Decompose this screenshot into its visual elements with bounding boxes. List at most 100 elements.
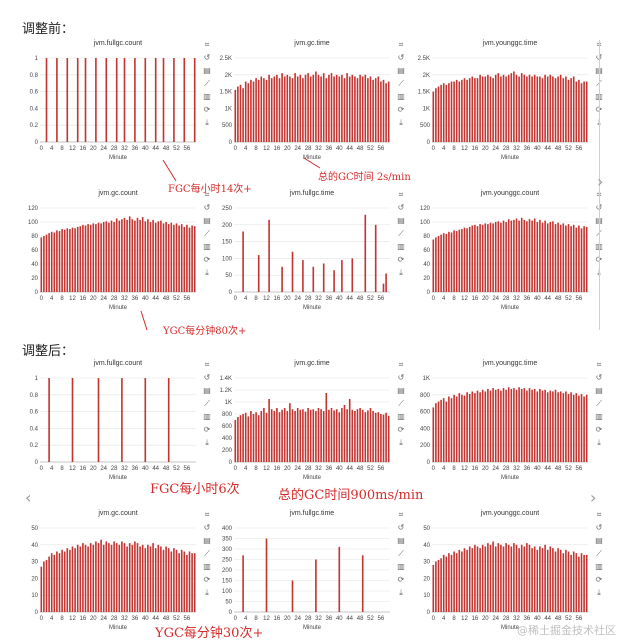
bar[interactable]: [144, 58, 147, 142]
bar[interactable]: [157, 544, 160, 612]
bar[interactable]: [484, 391, 487, 462]
bar[interactable]: [382, 283, 385, 292]
bar[interactable]: [507, 544, 510, 612]
bar[interactable]: [471, 225, 474, 293]
bar[interactable]: [239, 415, 242, 462]
bar[interactable]: [437, 86, 440, 142]
bar[interactable]: [165, 546, 167, 612]
bar[interactable]: [315, 71, 317, 142]
bar[interactable]: [193, 226, 196, 292]
bar[interactable]: [307, 408, 309, 462]
restore-icon[interactable]: ⟳: [594, 255, 604, 265]
bar[interactable]: [281, 73, 283, 142]
bar[interactable]: [123, 543, 126, 612]
bar[interactable]: [585, 81, 588, 142]
bar[interactable]: [567, 551, 570, 612]
bar[interactable]: [69, 229, 71, 292]
bar[interactable]: [552, 391, 554, 462]
bar[interactable]: [186, 554, 188, 612]
bar[interactable]: [134, 220, 136, 292]
bar[interactable]: [497, 221, 500, 292]
bar[interactable]: [162, 549, 165, 612]
bar[interactable]: [487, 543, 489, 612]
bar[interactable]: [317, 74, 320, 142]
bar[interactable]: [105, 58, 108, 142]
bar[interactable]: [572, 224, 575, 292]
bar[interactable]: [359, 74, 361, 142]
bar[interactable]: [338, 412, 341, 462]
bar[interactable]: [520, 217, 523, 292]
bar[interactable]: [312, 74, 315, 142]
bar[interactable]: [136, 217, 139, 292]
bar[interactable]: [520, 388, 523, 462]
bar[interactable]: [583, 226, 585, 292]
bar[interactable]: [505, 222, 507, 292]
bar[interactable]: [458, 393, 461, 462]
bar[interactable]: [463, 395, 466, 462]
bar[interactable]: [131, 219, 134, 292]
bar[interactable]: [528, 74, 531, 142]
bar[interactable]: [84, 544, 87, 612]
crop-reset-icon[interactable]: ↺: [203, 203, 211, 212]
bar-chart-icon[interactable]: ▥: [397, 412, 405, 421]
line-chart-icon[interactable]: ⟋: [398, 549, 404, 558]
bar[interactable]: [252, 414, 255, 462]
bar[interactable]: [281, 266, 283, 292]
bar[interactable]: [494, 222, 497, 292]
bar[interactable]: [154, 58, 157, 142]
bar[interactable]: [531, 76, 533, 142]
bar[interactable]: [494, 74, 497, 142]
bar[interactable]: [549, 546, 552, 612]
bar[interactable]: [304, 411, 307, 462]
bar[interactable]: [380, 81, 382, 142]
bar[interactable]: [302, 260, 304, 292]
bar[interactable]: [270, 78, 273, 142]
bar[interactable]: [121, 378, 123, 462]
bar[interactable]: [380, 414, 382, 462]
bar[interactable]: [502, 546, 505, 612]
bar[interactable]: [440, 234, 442, 292]
crop-reset-icon[interactable]: ↺: [203, 53, 211, 62]
bar[interactable]: [351, 258, 354, 292]
bar[interactable]: [523, 546, 526, 612]
bar[interactable]: [175, 549, 178, 612]
bar[interactable]: [291, 78, 294, 142]
bar[interactable]: [48, 556, 50, 612]
bar[interactable]: [510, 388, 513, 462]
restore-icon[interactable]: ⟳: [397, 575, 405, 584]
bar[interactable]: [440, 399, 442, 462]
bar[interactable]: [567, 79, 570, 142]
bar[interactable]: [487, 388, 489, 462]
bar[interactable]: [455, 231, 458, 292]
bar[interactable]: [435, 237, 437, 292]
bar[interactable]: [188, 227, 191, 292]
restore-icon[interactable]: ⟳: [203, 575, 211, 584]
bar[interactable]: [115, 58, 118, 142]
bar[interactable]: [97, 378, 100, 462]
bar[interactable]: [281, 409, 283, 462]
bar[interactable]: [87, 224, 89, 292]
bar[interactable]: [515, 74, 518, 142]
bar[interactable]: [562, 223, 565, 292]
line-chart-icon[interactable]: ⟋: [594, 229, 604, 239]
bar[interactable]: [463, 78, 466, 142]
bar[interactable]: [497, 388, 500, 462]
bar[interactable]: [510, 546, 513, 612]
bar[interactable]: [147, 219, 149, 292]
bar[interactable]: [105, 541, 108, 612]
bar[interactable]: [315, 559, 317, 613]
bar[interactable]: [351, 74, 354, 142]
bar[interactable]: [484, 76, 487, 142]
bar[interactable]: [147, 544, 149, 612]
bar[interactable]: [468, 226, 471, 292]
bar[interactable]: [178, 225, 180, 293]
bar[interactable]: [257, 79, 260, 142]
bar[interactable]: [278, 412, 281, 462]
bar[interactable]: [356, 78, 359, 142]
bar[interactable]: [510, 73, 513, 142]
bar[interactable]: [328, 409, 330, 462]
bar[interactable]: [572, 551, 575, 612]
crop-icon[interactable]: ⌗: [594, 40, 604, 50]
crop-icon[interactable]: ⌗: [398, 190, 404, 199]
bar-chart-icon[interactable]: ▥: [595, 412, 603, 421]
